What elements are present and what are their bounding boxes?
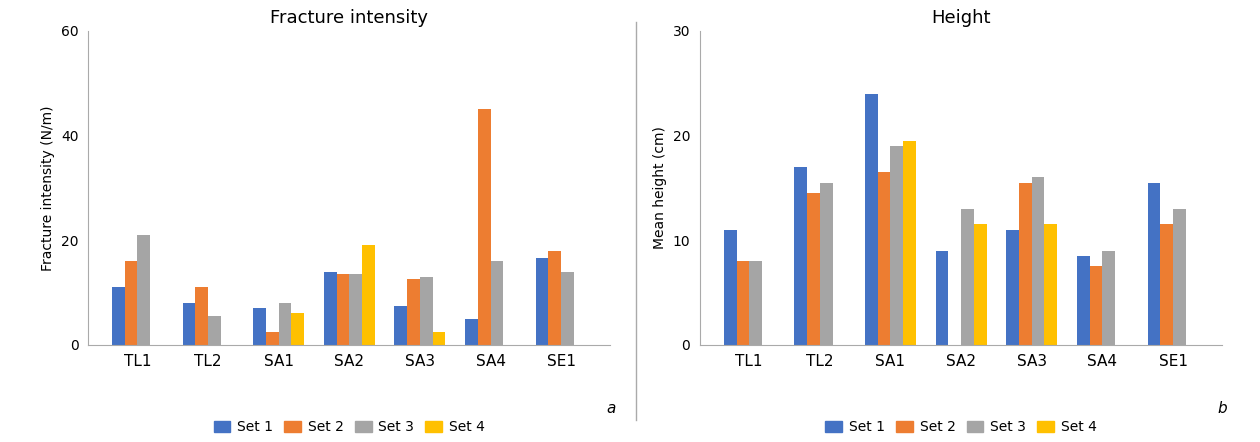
Bar: [336, 274, 349, 345]
Bar: [1102, 251, 1115, 345]
Bar: [112, 287, 125, 345]
Y-axis label: Mean height (cm): Mean height (cm): [653, 126, 667, 249]
Bar: [936, 251, 949, 345]
Title: Height: Height: [931, 8, 990, 27]
Bar: [349, 274, 362, 345]
Bar: [903, 141, 916, 345]
Bar: [866, 94, 878, 345]
Bar: [490, 261, 503, 345]
Bar: [394, 305, 407, 345]
Bar: [1077, 256, 1090, 345]
Bar: [1007, 230, 1019, 345]
Bar: [291, 313, 304, 345]
Bar: [183, 303, 195, 345]
Bar: [561, 271, 573, 345]
Bar: [737, 261, 750, 345]
Text: b: b: [1218, 401, 1227, 416]
Bar: [750, 261, 762, 345]
Bar: [1032, 177, 1045, 345]
Bar: [795, 167, 808, 345]
Bar: [961, 209, 974, 345]
Bar: [253, 308, 266, 345]
Bar: [465, 319, 478, 345]
Bar: [420, 277, 432, 345]
Bar: [478, 109, 490, 345]
Bar: [1045, 225, 1057, 345]
Legend: Set 1, Set 2, Set 3, Set 4: Set 1, Set 2, Set 3, Set 4: [822, 416, 1101, 438]
Bar: [125, 261, 137, 345]
Bar: [1160, 225, 1173, 345]
Bar: [278, 303, 291, 345]
Bar: [195, 287, 208, 345]
Bar: [891, 146, 903, 345]
Bar: [820, 183, 833, 345]
Bar: [536, 259, 548, 345]
Bar: [432, 332, 445, 345]
Legend: Set 1, Set 2, Set 3, Set 4: Set 1, Set 2, Set 3, Set 4: [209, 416, 489, 438]
Bar: [1173, 209, 1186, 345]
Bar: [974, 225, 987, 345]
Bar: [362, 245, 374, 345]
Bar: [878, 172, 891, 345]
Text: a: a: [606, 401, 616, 416]
Bar: [723, 230, 737, 345]
Bar: [548, 251, 561, 345]
Title: Fracture intensity: Fracture intensity: [270, 8, 428, 27]
Y-axis label: Fracture intensity (N/m): Fracture intensity (N/m): [42, 105, 55, 271]
Bar: [266, 332, 278, 345]
Bar: [208, 316, 220, 345]
Bar: [137, 235, 150, 345]
Bar: [1019, 183, 1032, 345]
Bar: [1148, 183, 1160, 345]
Bar: [324, 271, 336, 345]
Bar: [407, 279, 420, 345]
Bar: [808, 193, 820, 345]
Bar: [1090, 266, 1102, 345]
